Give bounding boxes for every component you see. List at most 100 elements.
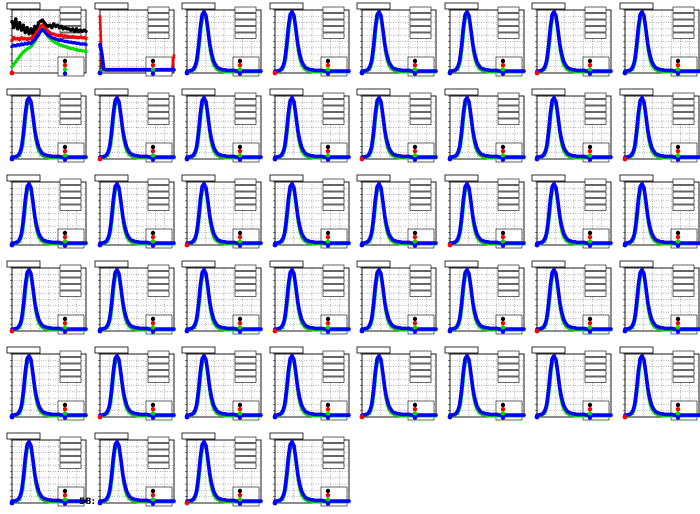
- data-point: [22, 218, 25, 222]
- data-point: [285, 304, 288, 308]
- data-point: [573, 326, 577, 330]
- panel-38: [444, 346, 526, 421]
- origin-marker: [447, 156, 453, 162]
- data-point: [498, 69, 501, 73]
- data-point: [460, 390, 463, 394]
- panel-title-box: [6, 174, 41, 182]
- data-point: [117, 186, 121, 189]
- data-point: [132, 239, 136, 243]
- stats-box: [497, 92, 520, 99]
- data-point: [44, 239, 48, 243]
- stats-box: [497, 191, 520, 198]
- data-point: [296, 300, 300, 304]
- data-point: [246, 327, 250, 331]
- data-point: [75, 241, 78, 245]
- data-point: [132, 153, 136, 157]
- data-point: [345, 327, 349, 331]
- stats-box: [584, 178, 607, 185]
- data-point: [285, 218, 288, 222]
- data-point: [193, 152, 196, 155]
- stats-box: [409, 376, 432, 383]
- stats-box: [584, 271, 607, 278]
- data-point: [246, 241, 250, 245]
- data-point: [513, 155, 516, 159]
- panel-title-box: [181, 174, 216, 182]
- data-point: [250, 327, 253, 331]
- data-point: [471, 128, 475, 132]
- data-point: [486, 240, 490, 244]
- data-point: [33, 128, 37, 132]
- data-point: [167, 241, 170, 245]
- stats-box: [147, 204, 170, 211]
- legend-marker: [675, 325, 681, 330]
- data-point: [467, 100, 471, 103]
- data-point: [680, 241, 684, 245]
- data-point: [125, 403, 128, 407]
- legend-marker: [500, 316, 506, 322]
- stats-box: [147, 112, 170, 119]
- stats-box: [409, 271, 432, 278]
- data-point: [84, 36, 88, 40]
- data-point: [471, 214, 475, 218]
- data-point: [330, 155, 334, 159]
- data-point: [402, 155, 406, 158]
- data-point: [144, 413, 147, 416]
- data-point: [547, 304, 550, 308]
- stats-box: [147, 13, 170, 20]
- panel-title-box: [181, 88, 216, 96]
- data-point: [460, 304, 463, 308]
- data-point: [121, 386, 125, 390]
- data-point: [490, 327, 494, 330]
- data-point: [148, 68, 151, 72]
- legend-marker: [62, 62, 68, 68]
- data-point: [490, 241, 494, 244]
- legend-marker: [587, 157, 593, 162]
- data-point: [654, 238, 657, 241]
- data-point: [155, 68, 159, 72]
- stats-box: [497, 376, 520, 383]
- stats-box: [497, 26, 520, 33]
- stats-box: [59, 112, 82, 119]
- origin-marker: [97, 414, 103, 420]
- data-point: [406, 155, 409, 158]
- data-point: [300, 403, 303, 407]
- data-point: [600, 327, 603, 331]
- stats-box: [584, 13, 607, 20]
- data-point: [163, 413, 166, 417]
- data-point: [197, 304, 200, 308]
- data-point: [146, 68, 149, 72]
- data-point: [517, 69, 520, 73]
- stats-box: [672, 19, 695, 26]
- stats-box: [584, 32, 607, 39]
- legend-marker: [412, 239, 418, 244]
- data-point: [669, 327, 672, 330]
- data-point: [208, 386, 212, 390]
- stats-box: [322, 92, 345, 99]
- stats-box: [497, 32, 520, 39]
- data-point: [539, 241, 543, 244]
- data-point: [129, 152, 132, 155]
- data-point: [136, 240, 140, 244]
- stats-box: [322, 13, 345, 20]
- data-point: [115, 68, 119, 72]
- data-point: [692, 241, 695, 245]
- data-point: [25, 99, 29, 102]
- legend-marker: [500, 157, 506, 162]
- data-point: [223, 68, 227, 72]
- data-point: [604, 69, 607, 73]
- data-point: [509, 241, 513, 245]
- stats-box: [59, 118, 82, 125]
- data-point: [52, 22, 56, 26]
- data-point: [364, 413, 368, 416]
- origin-marker: [447, 328, 453, 334]
- data-point: [16, 27, 20, 31]
- data-point: [227, 413, 231, 416]
- data-point: [680, 69, 684, 73]
- panel-title-box: [94, 260, 129, 268]
- data-point: [189, 155, 193, 158]
- data-point: [10, 19, 14, 23]
- legend-marker: [587, 243, 593, 248]
- data-point: [695, 241, 699, 245]
- stats-box: [147, 198, 170, 205]
- data-point: [106, 152, 109, 155]
